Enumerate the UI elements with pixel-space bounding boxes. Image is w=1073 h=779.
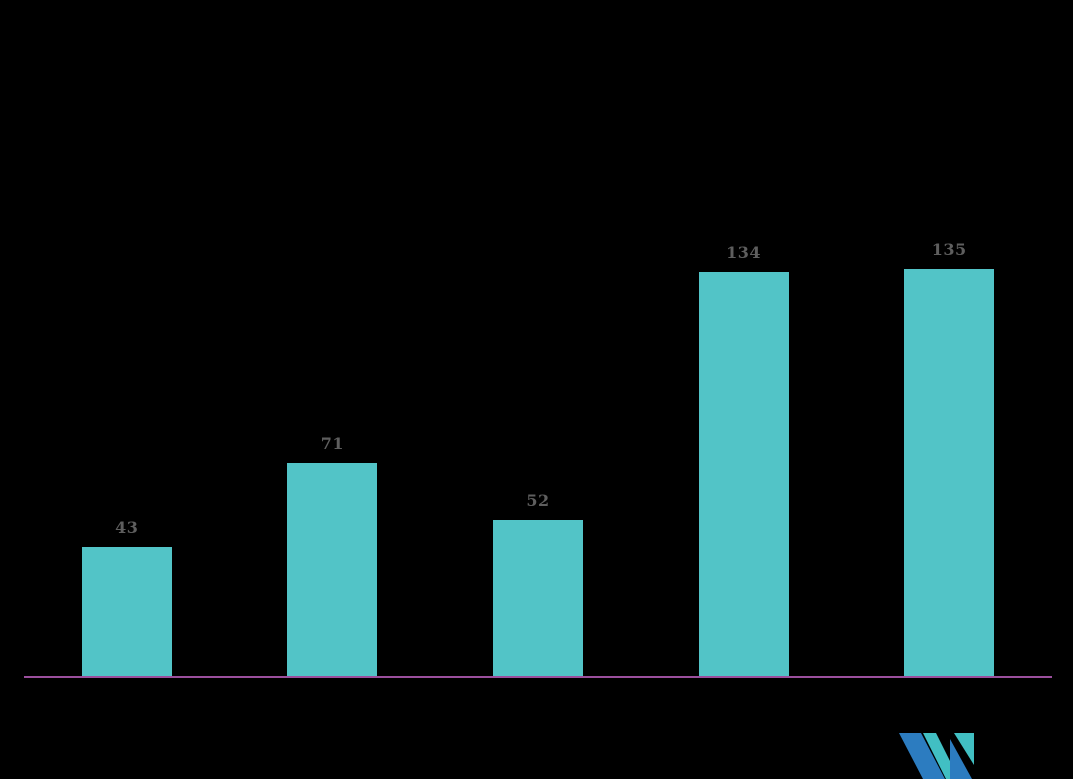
bar-value-label: 52	[526, 491, 550, 510]
mordor-intelligence-logo	[899, 733, 974, 779]
logo-right-teal-wedge	[954, 733, 974, 765]
bar-value-label: 134	[726, 243, 762, 262]
bar	[492, 520, 583, 677]
logo-left-blue-stripe	[899, 733, 945, 779]
bar	[904, 269, 995, 677]
category-2: 71	[230, 117, 436, 677]
category-3: 52	[435, 117, 641, 677]
bar-value-label: 135	[931, 240, 967, 259]
bar	[81, 547, 172, 677]
bar-value-label: 43	[115, 518, 139, 537]
logo-right-blue-wedge	[950, 739, 972, 779]
x-axis-line	[24, 676, 1052, 678]
plot-area: 43 71 52 134 135	[24, 117, 1052, 677]
category-5: 135	[846, 117, 1052, 677]
category-1: 43	[24, 117, 230, 677]
bar	[698, 272, 789, 677]
bar-value-label: 71	[320, 434, 345, 453]
category-4: 134	[641, 117, 847, 677]
bar	[287, 463, 378, 677]
